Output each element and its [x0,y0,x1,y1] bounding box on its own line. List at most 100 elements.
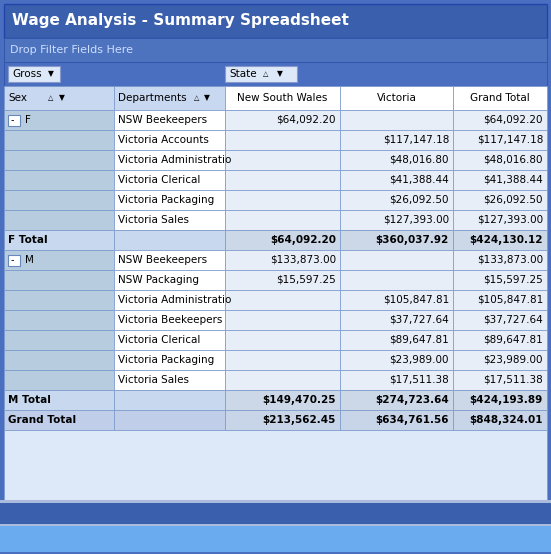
Bar [4,230,114,250]
Text: $424,193.89: $424,193.89 [470,395,543,405]
Bar [4,62,547,86]
Bar [453,150,547,170]
Text: Victoria Clerical: Victoria Clerical [118,335,201,345]
Bar [225,86,340,110]
Text: -: - [11,255,14,265]
Text: Victoria Beekeepers: Victoria Beekeepers [118,315,223,325]
Text: $89,647.81: $89,647.81 [483,335,543,345]
Bar [340,110,453,130]
Text: $26,092.50: $26,092.50 [390,195,449,205]
Text: $360,037.92: $360,037.92 [376,235,449,245]
Text: $64,092.20: $64,092.20 [277,115,336,125]
Text: ▼: ▼ [59,94,65,102]
Bar [453,210,547,230]
Bar [0,526,551,552]
Bar [4,430,547,500]
Bar [114,130,225,150]
Text: $37,727.64: $37,727.64 [389,315,449,325]
Bar [4,310,114,330]
Text: Victoria Packaging: Victoria Packaging [118,195,214,205]
Bar [453,250,547,270]
Bar [453,270,547,290]
Text: $127,393.00: $127,393.00 [383,215,449,225]
Text: $64,092.20: $64,092.20 [483,115,543,125]
Text: Grand Total: Grand Total [470,93,530,103]
Bar [8,66,60,82]
Bar [453,86,547,110]
Text: $105,847.81: $105,847.81 [477,295,543,305]
Bar [4,210,114,230]
Bar [453,370,547,390]
Text: M Total: M Total [8,395,51,405]
Bar [340,350,453,370]
Text: Victoria Accounts: Victoria Accounts [118,135,209,145]
Bar [340,210,453,230]
Text: $15,597.25: $15,597.25 [483,275,543,285]
Bar [225,130,340,150]
Text: $41,388.44: $41,388.44 [483,175,543,185]
Bar [114,290,225,310]
Bar [225,66,297,82]
Bar [225,290,340,310]
Bar [340,230,453,250]
Bar [453,310,547,330]
Bar [4,390,114,410]
Text: NSW Packaging: NSW Packaging [118,275,199,285]
Bar [8,255,20,266]
Bar [114,270,225,290]
Bar [453,350,547,370]
Text: Gross: Gross [12,69,42,79]
Text: $274,723.64: $274,723.64 [375,395,449,405]
Bar [4,110,114,130]
Bar [4,86,114,110]
Bar [340,190,453,210]
Bar [340,370,453,390]
Text: $133,873.00: $133,873.00 [477,255,543,265]
Bar [340,270,453,290]
Bar [4,410,114,430]
Text: $117,147.18: $117,147.18 [382,135,449,145]
Bar [225,190,340,210]
Text: $424,130.12: $424,130.12 [469,235,543,245]
Text: Drop Filter Fields Here: Drop Filter Fields Here [10,45,133,55]
Bar [4,250,114,270]
Bar [4,270,114,290]
Bar [225,270,340,290]
Bar [340,130,453,150]
Text: $117,147.18: $117,147.18 [477,135,543,145]
Bar [225,110,340,130]
Bar [340,170,453,190]
Text: $26,092.50: $26,092.50 [483,195,543,205]
Bar [4,290,114,310]
Bar [114,370,225,390]
Bar [225,390,340,410]
Bar [340,250,453,270]
Text: △: △ [263,71,268,77]
Bar [340,390,453,410]
Bar [4,4,547,38]
Bar [0,503,551,525]
Bar [114,190,225,210]
Text: F: F [25,115,31,125]
Text: $17,511.38: $17,511.38 [389,375,449,385]
Bar [225,330,340,350]
Text: ▼: ▼ [277,69,283,79]
Bar [4,38,547,62]
Bar [453,190,547,210]
Text: New South Wales: New South Wales [237,93,328,103]
Text: $89,647.81: $89,647.81 [389,335,449,345]
Text: F Total: F Total [8,235,47,245]
Bar [114,110,225,130]
Text: Victoria: Victoria [376,93,417,103]
Bar [225,230,340,250]
Text: $17,511.38: $17,511.38 [483,375,543,385]
Bar [4,190,114,210]
Text: Sex: Sex [8,93,27,103]
Text: Victoria Sales: Victoria Sales [118,215,189,225]
Text: $15,597.25: $15,597.25 [276,275,336,285]
Text: Victoria Administratio: Victoria Administratio [118,295,231,305]
Text: $149,470.25: $149,470.25 [262,395,336,405]
Bar [453,410,547,430]
Bar [453,130,547,150]
Bar [114,330,225,350]
